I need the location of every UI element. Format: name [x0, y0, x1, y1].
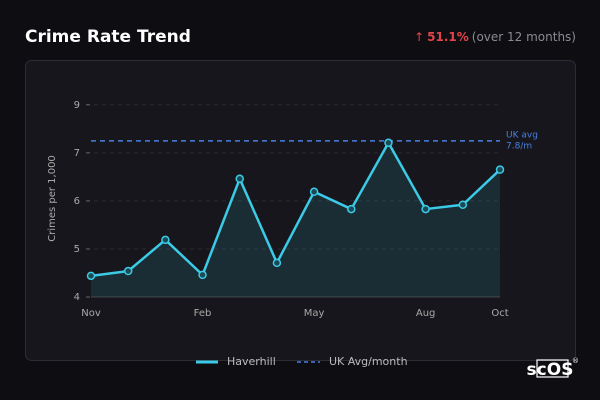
y-axis-label: Crimes per 1,000 — [47, 155, 58, 242]
area — [91, 142, 500, 297]
point — [384, 138, 393, 148]
legend-label: UK Avg/month — [329, 355, 408, 368]
x-tick-label: Feb — [194, 308, 212, 319]
legend-label: Haverhill — [227, 355, 276, 368]
logo-box — [536, 359, 569, 378]
y-tick-label: 9 — [74, 100, 80, 111]
point — [309, 187, 319, 197]
change-summary: ↑ 51.1% (over 12 months) — [414, 30, 576, 44]
reference-annotation: UK avg — [506, 130, 538, 140]
point — [123, 266, 133, 276]
point — [86, 271, 96, 281]
plot: 4 5 6 7 9 Crimes per 1,000 Nov Feb May Aug Oct UK a… — [47, 100, 538, 368]
reference-annotation: 7.8/m — [506, 141, 532, 151]
x-tick-label: Nov — [81, 308, 101, 319]
y-tick-label: 4 — [74, 292, 80, 303]
point — [458, 200, 468, 209]
change-value: 51.1% — [427, 30, 469, 44]
x-tick-label: Oct — [491, 308, 508, 319]
y-tick-label: 7 — [74, 148, 80, 159]
point — [161, 235, 170, 245]
point — [495, 165, 505, 174]
logo-mark: ® — [572, 357, 579, 365]
change-arrow: ↑ — [414, 30, 424, 44]
point — [272, 258, 282, 268]
title: Crime Rate Trend — [25, 27, 191, 47]
change-note: (over 12 months) — [472, 30, 576, 44]
point — [421, 204, 430, 214]
point — [198, 270, 207, 280]
point — [347, 204, 356, 214]
x-tick-label: May — [304, 308, 325, 319]
y-tick-label: 5 — [74, 244, 80, 255]
chart-panel — [25, 60, 576, 361]
logo: scOS — [527, 360, 574, 380]
point — [235, 174, 244, 184]
line — [90, 141, 501, 278]
x-tick-label: Aug — [416, 308, 436, 319]
y-tick-label: 6 — [74, 196, 80, 207]
